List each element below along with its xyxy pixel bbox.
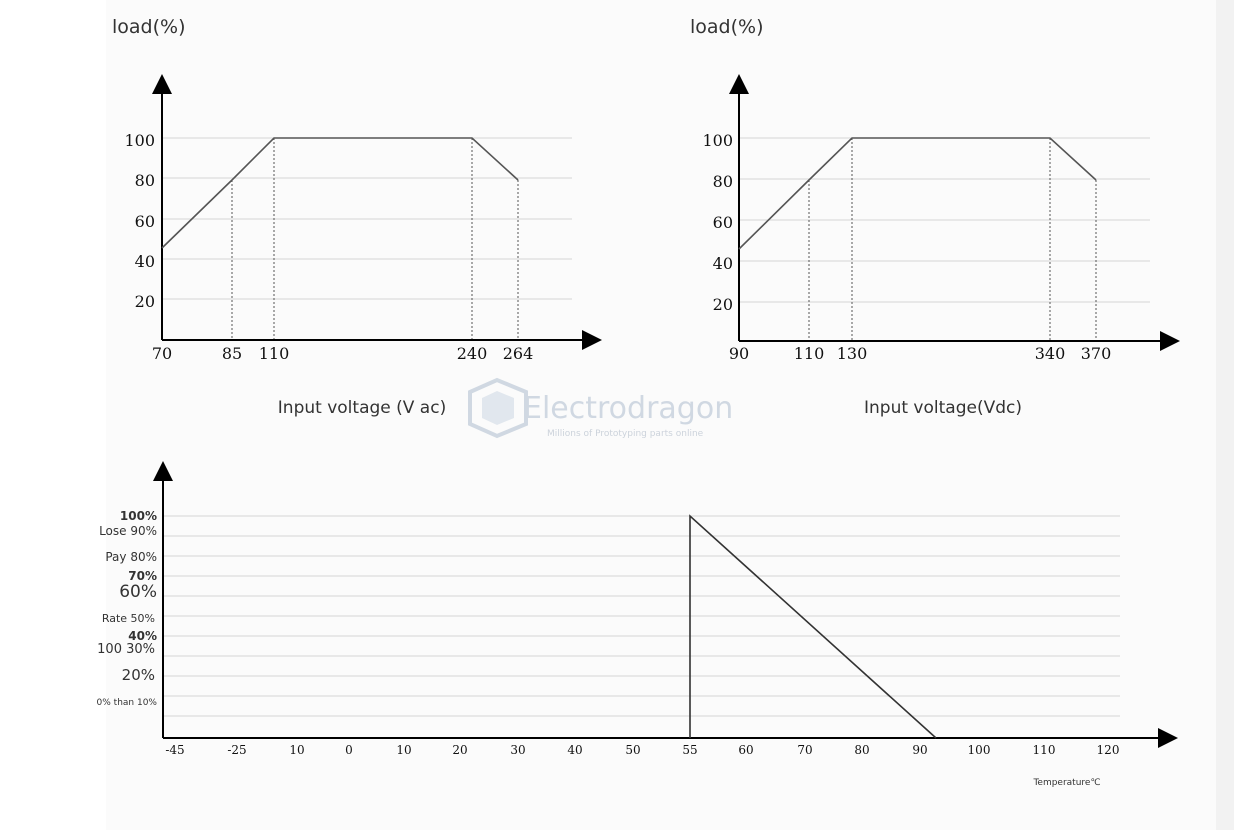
x-tick-label: 120 — [1097, 743, 1120, 757]
series-line — [738, 137, 1097, 250]
chart-temperature: 100% Lose 90% Pay 80% 70% 60% Rate 50% 4… — [97, 461, 1178, 788]
x-tick-label: -25 — [227, 743, 246, 757]
x-tick-label: 80 — [854, 743, 869, 757]
y-label: 0% than 10% — [97, 698, 158, 708]
x-tick-label: -45 — [165, 743, 184, 757]
chart-ac-input: load(%) 100 80 60 40 20 70 85 110 — [112, 16, 602, 418]
y-tick-label: 40 — [135, 252, 155, 271]
x-tick-label: 10 — [396, 743, 411, 757]
x-tick-label: 100 — [968, 743, 991, 757]
y-label: 40% — [128, 629, 157, 643]
y-label: 20% — [122, 666, 155, 684]
drop-lines — [231, 138, 519, 340]
watermark-logo-icon — [468, 377, 528, 439]
x-tick-label: 110 — [259, 344, 290, 363]
x-tick-label: 70 — [797, 743, 812, 757]
x-tick-labels: 90 110 130 340 370 — [729, 344, 1111, 363]
watermark-name: Electrodragon — [523, 391, 733, 426]
x-tick-label: 90 — [729, 344, 749, 363]
gridlines — [163, 515, 1120, 717]
y-label: Pay 80% — [105, 550, 157, 564]
x-tick-label: 20 — [452, 743, 467, 757]
x-tick-label: 110 — [1033, 743, 1056, 757]
x-tick-label: 240 — [457, 344, 488, 363]
y-label: 70% — [128, 569, 157, 583]
y-tick-label: 100 — [702, 131, 733, 150]
gridlines — [162, 137, 572, 300]
y-label: 100% — [120, 509, 157, 523]
y-label: 60% — [119, 582, 157, 602]
x-tick-label: 264 — [503, 344, 534, 363]
x-tick-label: 10 — [289, 743, 304, 757]
y-tick-label: 60 — [713, 213, 733, 232]
y-tick-label: 80 — [713, 172, 733, 191]
x-tick-label: 70 — [152, 344, 172, 363]
watermark: Electrodragon Millions of Prototyping pa… — [468, 377, 733, 439]
x-tick-label: 340 — [1035, 344, 1066, 363]
gridlines — [739, 137, 1150, 303]
x-tick-label: 110 — [794, 344, 825, 363]
x-axis-title: Temperature℃ — [1032, 778, 1100, 788]
x-tick-label: 90 — [912, 743, 927, 757]
x-axis-title: Input voltage (V ac) — [278, 398, 446, 418]
y-tick-label: 20 — [713, 295, 733, 314]
drop-lines — [808, 138, 1097, 341]
x-tick-labels: 70 85 110 240 264 — [152, 344, 533, 363]
x-tick-label: 370 — [1081, 344, 1112, 363]
chart-dc-input: load(%) 100 80 60 40 20 90 110 130 — [690, 16, 1180, 418]
y-tick-label: 60 — [135, 212, 155, 231]
page-scrollbar[interactable] — [1216, 0, 1234, 830]
x-tick-label: 85 — [222, 344, 242, 363]
y-tick-label: 80 — [135, 171, 155, 190]
x-tick-label: 0 — [345, 743, 353, 757]
y-axis-title: load(%) — [112, 16, 186, 38]
y-tick-labels: 100 80 60 40 20 — [702, 131, 733, 314]
series-line — [161, 137, 519, 249]
x-axis-title: Input voltage(Vdc) — [864, 398, 1022, 418]
x-tick-label: 50 — [625, 743, 640, 757]
watermark-tagline: Millions of Prototyping parts online — [547, 429, 704, 439]
y-axis-labels: 100% Lose 90% Pay 80% 70% 60% Rate 50% 4… — [97, 509, 158, 708]
x-tick-label: 40 — [567, 743, 582, 757]
x-tick-label: 30 — [510, 743, 525, 757]
y-tick-label: 40 — [713, 254, 733, 273]
x-tick-labels: -45 -25 10 0 10 20 30 40 50 55 60 70 80 … — [165, 743, 1119, 757]
x-tick-label: 60 — [738, 743, 753, 757]
y-label: 100 30% — [97, 642, 155, 657]
y-label: Lose 90% — [99, 524, 157, 538]
x-tick-label: 55 — [682, 743, 697, 757]
y-axis-title: load(%) — [690, 16, 764, 38]
y-tick-labels: 100 80 60 40 20 — [124, 131, 155, 311]
y-tick-label: 20 — [135, 292, 155, 311]
y-tick-label: 100 — [124, 131, 155, 150]
series-line — [689, 514, 937, 739]
x-tick-label: 130 — [837, 344, 868, 363]
y-label: Rate 50% — [102, 612, 155, 625]
